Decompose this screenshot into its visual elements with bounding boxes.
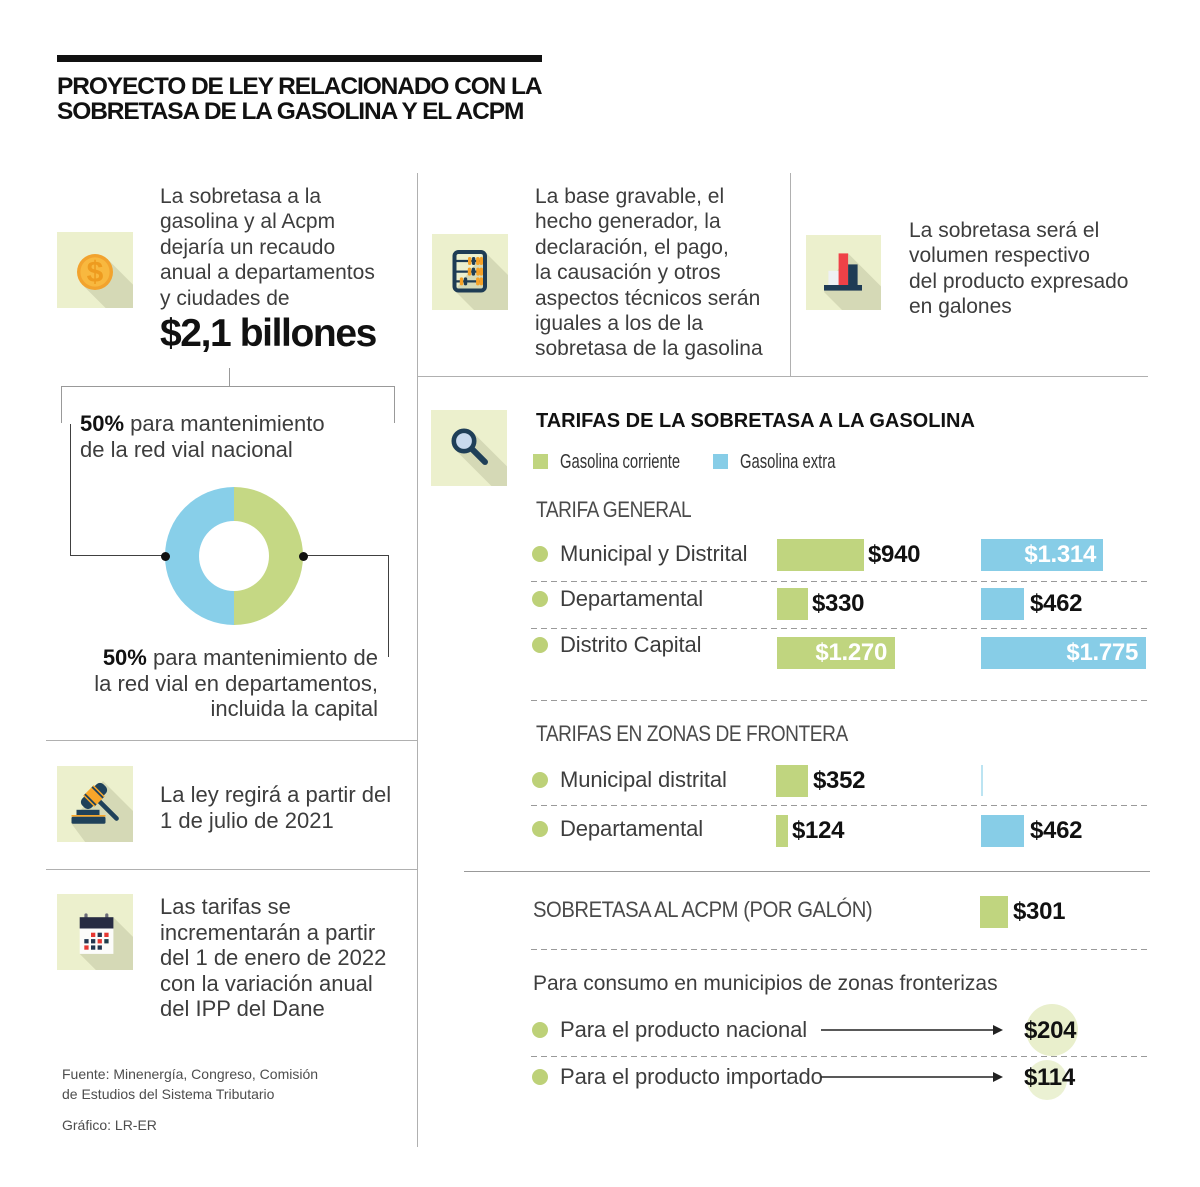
svg-text:$: $ (87, 256, 104, 289)
